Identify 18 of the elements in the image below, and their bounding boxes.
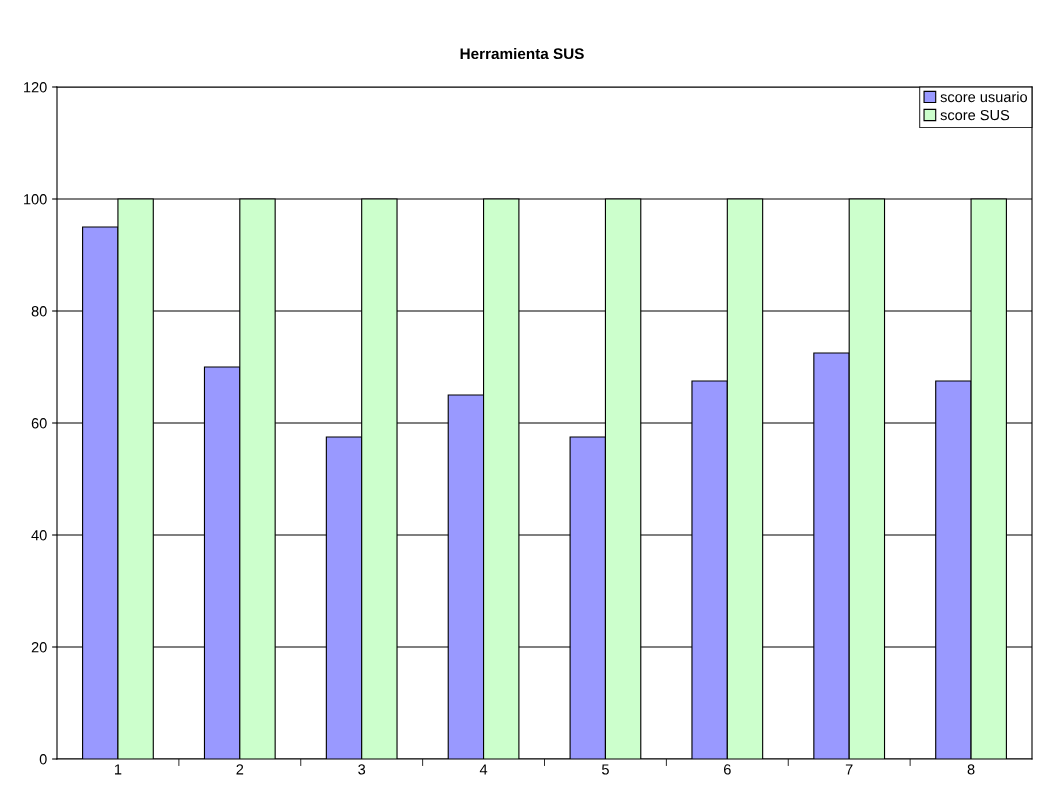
y-tick-label: 40 — [31, 530, 47, 541]
x-tick-label: 7 — [845, 764, 853, 775]
x-tick-label: 1 — [114, 764, 122, 775]
x-tick-label: 8 — [967, 764, 975, 775]
x-tick-label: 2 — [236, 764, 244, 775]
x-tick-label: 6 — [724, 764, 731, 775]
legend-label: score usuario — [940, 91, 1028, 103]
y-tick-label: 20 — [31, 642, 47, 653]
x-tick-label: 5 — [601, 764, 609, 775]
y-tick-label: 0 — [39, 754, 47, 765]
legend-label: score SUS — [940, 109, 1010, 121]
y-tick-label: 120 — [24, 82, 47, 93]
y-tick-label: 60 — [31, 418, 47, 429]
y-tick-label: 80 — [31, 306, 47, 317]
x-tick-label: 3 — [358, 764, 366, 775]
x-tick-label: 4 — [479, 764, 488, 775]
y-tick-label: 100 — [24, 194, 47, 205]
chart-title: Herramienta SUS — [460, 47, 584, 60]
